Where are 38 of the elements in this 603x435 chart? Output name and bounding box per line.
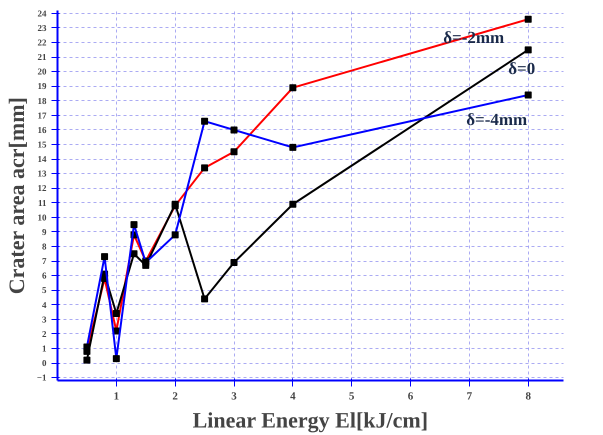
y-tick-label: 11: [38, 198, 47, 208]
y-tick-label: 19: [38, 81, 47, 92]
y-tick-label: 4: [42, 300, 47, 310]
y-tick-label: 1: [42, 343, 47, 354]
y-tick-label: 3: [42, 314, 47, 324]
x-tick-label: 2: [172, 390, 178, 402]
x-tick-label: 6: [408, 390, 414, 402]
y-tick-label: 2: [42, 328, 47, 339]
y-tick-label: 0: [42, 358, 47, 368]
series-label: δ=-4mm: [466, 110, 528, 129]
y-tick-label: 20: [38, 66, 47, 77]
y-tick-label: 23: [38, 22, 47, 33]
x-tick-label: 8: [525, 390, 532, 402]
y-tick-label: 8: [42, 241, 47, 252]
x-axis-title: Linear Energy El[kJ/cm]: [192, 408, 428, 432]
y-tick-label: −1: [36, 372, 47, 383]
y-axis-title: Crater area acr[mm]: [4, 97, 29, 294]
x-tick-label: 5: [348, 390, 355, 402]
x-tick-label: 1: [114, 390, 120, 402]
x-tick-label: 7: [466, 390, 473, 402]
y-tick-label: 16: [38, 124, 47, 135]
y-tick-label: 15: [38, 140, 47, 150]
y-tick-label: 14: [38, 154, 47, 164]
y-tick-label: 24: [38, 8, 47, 18]
y-tick-label: 12: [38, 183, 47, 194]
series-label: δ=0: [508, 58, 536, 78]
y-tick-label: 18: [38, 96, 47, 106]
y-tick-label: 13: [38, 168, 47, 179]
y-tick-label: 10: [38, 212, 47, 222]
y-tick-label: 9: [42, 226, 47, 237]
x-tick-label: 4: [290, 390, 296, 402]
y-tick-label: 17: [38, 110, 47, 120]
y-tick-label: 22: [38, 38, 47, 48]
y-tick-label: 6: [42, 270, 47, 281]
y-tick-label: 7: [42, 256, 47, 266]
y-tick-label: 5: [42, 285, 47, 296]
x-tick-label: 3: [231, 390, 238, 402]
y-tick-label: 21: [38, 52, 47, 62]
